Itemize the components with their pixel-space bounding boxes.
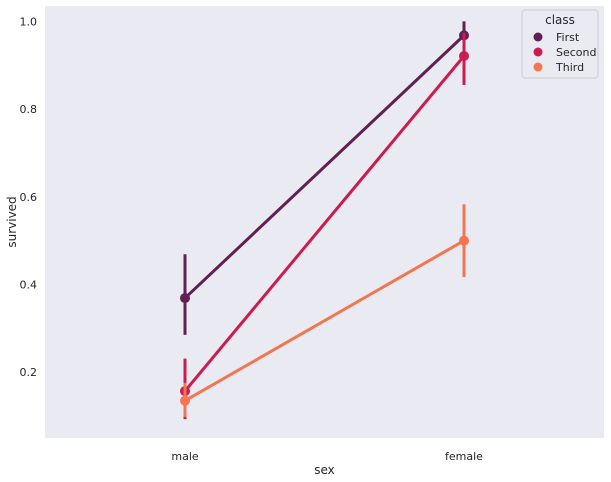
legend-label-second: Second — [556, 46, 596, 59]
legend-marker-first — [533, 32, 543, 42]
legend-frame — [521, 9, 599, 79]
legend-title: class — [545, 13, 575, 27]
y-axis: 0.2 0.4 0.6 0.8 1.0 — [20, 15, 38, 379]
legend-label-third: Third — [555, 61, 584, 74]
legend-label-first: First — [556, 31, 580, 44]
x-tick-label-male: male — [171, 450, 199, 463]
point-second-female — [459, 50, 469, 61]
point-first-male — [180, 293, 190, 304]
legend: class First Second Third — [521, 9, 599, 79]
x-axis-label: sex — [314, 463, 335, 477]
y-tick-label: 1.0 — [20, 15, 38, 28]
y-tick-label: 0.8 — [20, 103, 38, 116]
x-axis: male female — [171, 450, 483, 463]
point-third-female — [459, 235, 469, 246]
y-tick-label: 0.6 — [20, 191, 38, 204]
y-axis-label: survived — [5, 196, 19, 247]
legend-marker-third — [533, 62, 543, 72]
series-marks — [180, 21, 469, 420]
y-tick-label: 0.2 — [20, 366, 38, 379]
y-tick-label: 0.4 — [20, 278, 38, 291]
series-line-first — [183, 33, 466, 300]
series-line-second — [183, 54, 466, 393]
x-tick-label-female: female — [445, 450, 483, 463]
legend-marker-second — [533, 47, 543, 57]
series-line-third — [183, 239, 466, 403]
point-third-male — [180, 395, 190, 406]
